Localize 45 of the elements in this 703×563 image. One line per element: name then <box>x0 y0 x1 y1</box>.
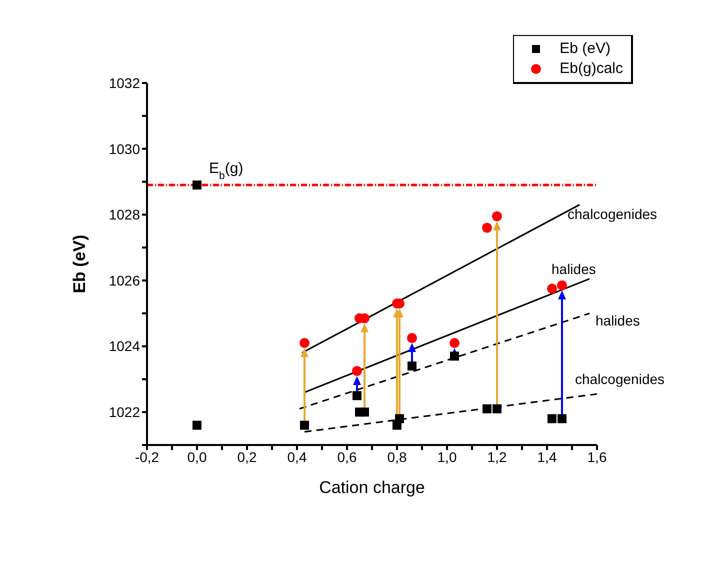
point <box>492 404 502 414</box>
legend-label: Eb (eV) <box>560 39 610 59</box>
series-label: halides <box>596 312 640 328</box>
series-label: halides <box>552 260 596 277</box>
x-tick-label: 0,6 <box>337 448 357 465</box>
y-tick-label: 1032 <box>108 74 140 91</box>
y-tick-label: 1026 <box>108 272 140 288</box>
series-label: chalcogenides <box>568 206 658 222</box>
y-axis-title: Eb (eV) <box>70 234 90 294</box>
x-tick-label: 0,4 <box>287 448 307 465</box>
point <box>395 414 404 424</box>
point <box>557 280 567 290</box>
point <box>408 362 416 371</box>
point <box>450 338 460 348</box>
x-tick-label: 0,2 <box>237 448 257 465</box>
point <box>547 284 557 294</box>
x-tick-label: 1,2 <box>487 448 507 465</box>
point <box>192 180 202 190</box>
point <box>548 414 556 424</box>
x-tick-label: 1,4 <box>537 448 557 465</box>
series-label: chalcogenides <box>575 370 665 387</box>
point <box>407 333 417 344</box>
x-tick-label: 1,0 <box>437 448 457 465</box>
point <box>482 404 492 414</box>
x-tick-label: -0,2 <box>134 448 160 465</box>
point <box>558 414 566 424</box>
point <box>482 222 492 233</box>
y-tick-label: 1028 <box>108 206 140 223</box>
point <box>300 338 310 348</box>
x-axis-title: Cation charge <box>319 478 425 497</box>
point <box>352 391 362 400</box>
y-tick-label: 1022 <box>108 404 140 420</box>
point <box>450 352 459 361</box>
point <box>300 420 309 430</box>
x-tick-label: 0,0 <box>187 448 207 465</box>
legend-label: Eb(g)calc <box>560 59 623 79</box>
y-tick-label: 1030 <box>108 140 140 157</box>
y-tick-label: 1024 <box>108 338 140 354</box>
x-tick-label: 1,6 <box>587 448 607 465</box>
x-tick-label: 0,8 <box>387 448 407 465</box>
point <box>492 211 502 222</box>
point <box>352 366 362 376</box>
point <box>192 420 202 430</box>
annotation: E$_{b}$(g) <box>209 160 244 182</box>
point <box>360 408 369 417</box>
